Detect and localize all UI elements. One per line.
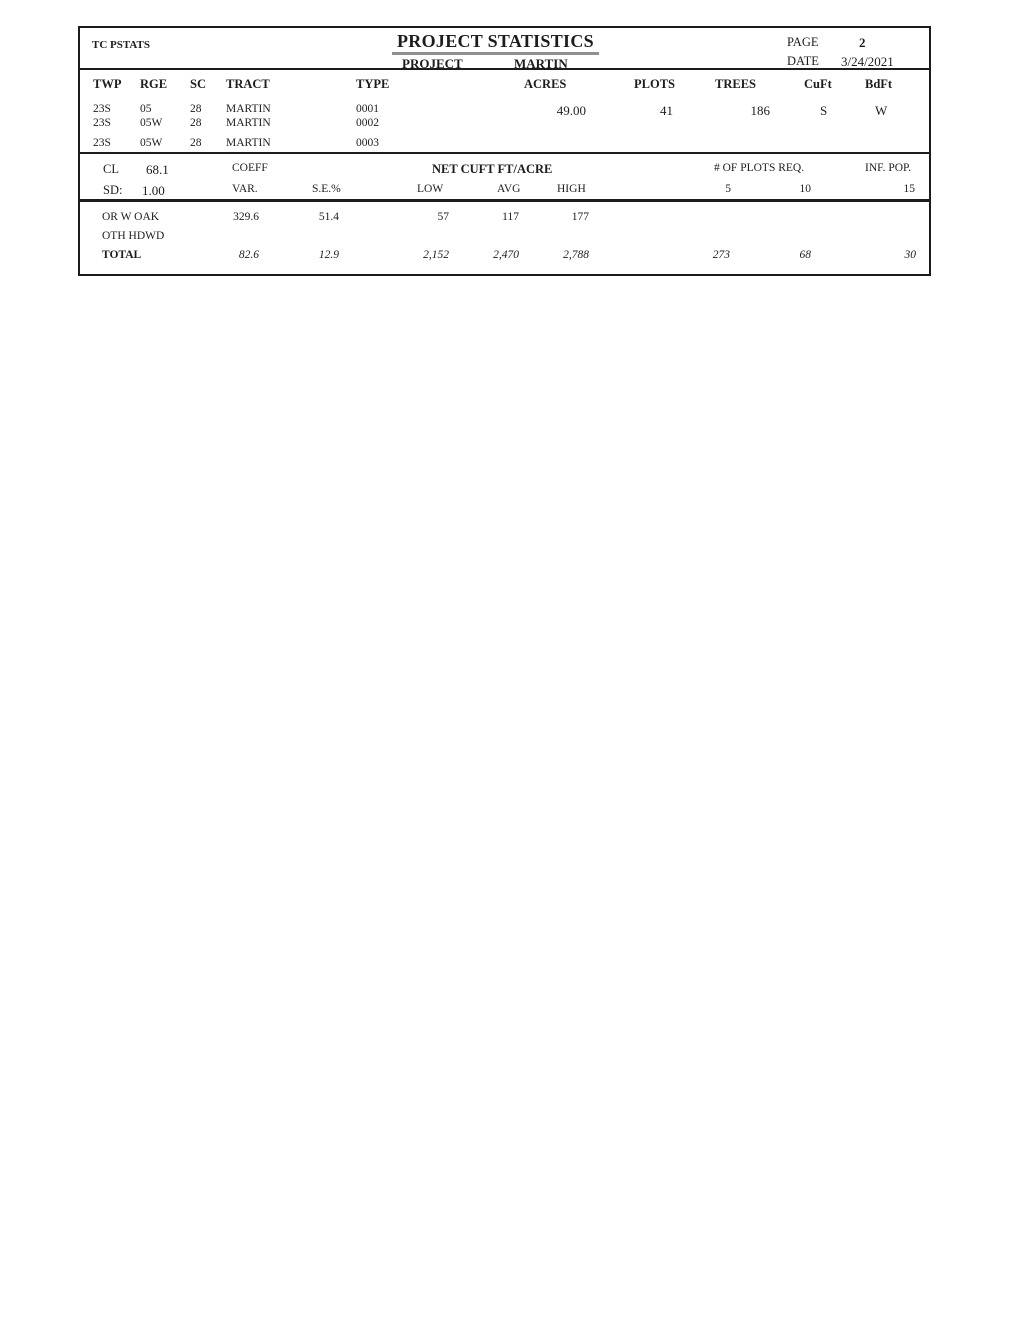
var-label: VAR. bbox=[232, 183, 258, 195]
col-header-bdft: BdFt bbox=[865, 77, 893, 91]
tract-row-2-type: 0003 bbox=[356, 137, 379, 149]
col-header-acres: ACRES bbox=[524, 77, 567, 91]
total-inf-pop: 30 bbox=[904, 249, 917, 261]
tract-row-1-sc: 28 bbox=[190, 117, 202, 129]
date-value: 3/24/2021 bbox=[841, 54, 894, 69]
total-plots-req-10: 68 bbox=[799, 249, 812, 261]
cl-label: CL bbox=[103, 162, 119, 176]
tract-row-1-twp: 23S bbox=[93, 117, 111, 129]
tract-row-1-tract: MARTIN bbox=[226, 117, 271, 129]
tract-row-0-tract: MARTIN bbox=[226, 103, 271, 115]
species-row-1-name: OTH HDWD bbox=[102, 230, 165, 242]
sd-label: SD: bbox=[103, 183, 123, 197]
inf-15-tick: 15 bbox=[903, 183, 916, 195]
species-row-0-low: 57 bbox=[437, 211, 450, 223]
tract-row-0-sc: 28 bbox=[190, 103, 202, 115]
tract-row-0-plots: 41 bbox=[660, 103, 673, 118]
tract-row-0-bdft: W bbox=[875, 103, 888, 118]
project-value: MARTIN bbox=[514, 56, 568, 71]
tract-row-1-rge: 05W bbox=[140, 117, 163, 129]
tract-row-2-sc: 28 bbox=[190, 137, 202, 149]
total-high: 2,788 bbox=[563, 249, 589, 261]
report-title: PROJECT STATISTICS bbox=[392, 32, 599, 55]
tract-row-0-acres: 49.00 bbox=[556, 103, 586, 118]
page-number: 2 bbox=[859, 35, 866, 50]
stats-header: CL 68.1 COEFF NET CUFT FT/ACRE # OF PLOT… bbox=[78, 154, 931, 202]
report-id: TC PSTATS bbox=[92, 39, 150, 51]
species-table: OR W OAK 329.6 51.4 57 117 177 OTH HDWD … bbox=[78, 202, 931, 276]
coeff-label: COEFF bbox=[232, 162, 268, 174]
col-header-twp: TWP bbox=[93, 77, 122, 91]
date-label: DATE bbox=[787, 54, 819, 68]
total-label: TOTAL bbox=[102, 249, 142, 261]
req-10-tick: 10 bbox=[799, 183, 812, 195]
se-label: S.E.% bbox=[312, 183, 341, 195]
total-low: 2,152 bbox=[423, 249, 449, 261]
project-label: PROJECT bbox=[402, 56, 463, 71]
sd-value: 1.00 bbox=[142, 183, 165, 198]
col-header-type: TYPE bbox=[356, 77, 390, 91]
total-avg: 2,470 bbox=[493, 249, 519, 261]
report-header: TC PSTATS PROJECT STATISTICS PROJECT MAR… bbox=[78, 26, 931, 70]
species-row-0-name: OR W OAK bbox=[102, 211, 160, 223]
tract-row-2-twp: 23S bbox=[93, 137, 111, 149]
inf-pop-label: INF. POP. bbox=[865, 162, 912, 174]
species-row-0-high: 177 bbox=[571, 211, 589, 223]
net-cuft-label: NET CUFT FT/ACRE bbox=[432, 162, 553, 176]
species-row-0-var: 329.6 bbox=[233, 211, 259, 223]
tract-row-0-twp: 23S bbox=[93, 103, 111, 115]
col-header-sc: SC bbox=[190, 77, 206, 91]
col-header-tract: TRACT bbox=[226, 77, 270, 91]
low-label: LOW bbox=[417, 183, 444, 195]
req-5-tick: 5 bbox=[725, 183, 731, 195]
report-page: TC PSTATS PROJECT STATISTICS PROJECT MAR… bbox=[78, 26, 931, 276]
tract-row-0-type: 0001 bbox=[356, 103, 379, 115]
tract-row-2-rge: 05W bbox=[140, 137, 163, 149]
total-plots-req-5: 273 bbox=[712, 249, 730, 261]
tract-row-0-cuft: S bbox=[820, 103, 828, 118]
plots-req-label: # OF PLOTS REQ. bbox=[714, 162, 805, 174]
cl-value: 68.1 bbox=[146, 162, 169, 177]
species-row-0-avg: 117 bbox=[502, 211, 519, 223]
tract-table: TWP RGE SC TRACT TYPE ACRES PLOTS TREES … bbox=[78, 70, 931, 154]
tract-row-0-rge: 05 bbox=[140, 103, 152, 115]
species-row-0-se: 51.4 bbox=[318, 211, 339, 223]
tract-row-2-tract: MARTIN bbox=[226, 137, 271, 149]
total-var: 82.6 bbox=[238, 249, 259, 261]
page-label: PAGE bbox=[787, 35, 819, 49]
total-se: 12.9 bbox=[318, 249, 339, 261]
tract-row-1-type: 0002 bbox=[356, 117, 379, 129]
avg-label: AVG bbox=[497, 183, 521, 195]
col-header-cuft: CuFt bbox=[804, 77, 832, 91]
col-header-plots: PLOTS bbox=[634, 77, 675, 91]
col-header-rge: RGE bbox=[140, 77, 168, 91]
col-header-trees: TREES bbox=[715, 77, 756, 91]
tract-row-0-trees: 186 bbox=[750, 103, 771, 118]
high-label: HIGH bbox=[557, 183, 586, 195]
